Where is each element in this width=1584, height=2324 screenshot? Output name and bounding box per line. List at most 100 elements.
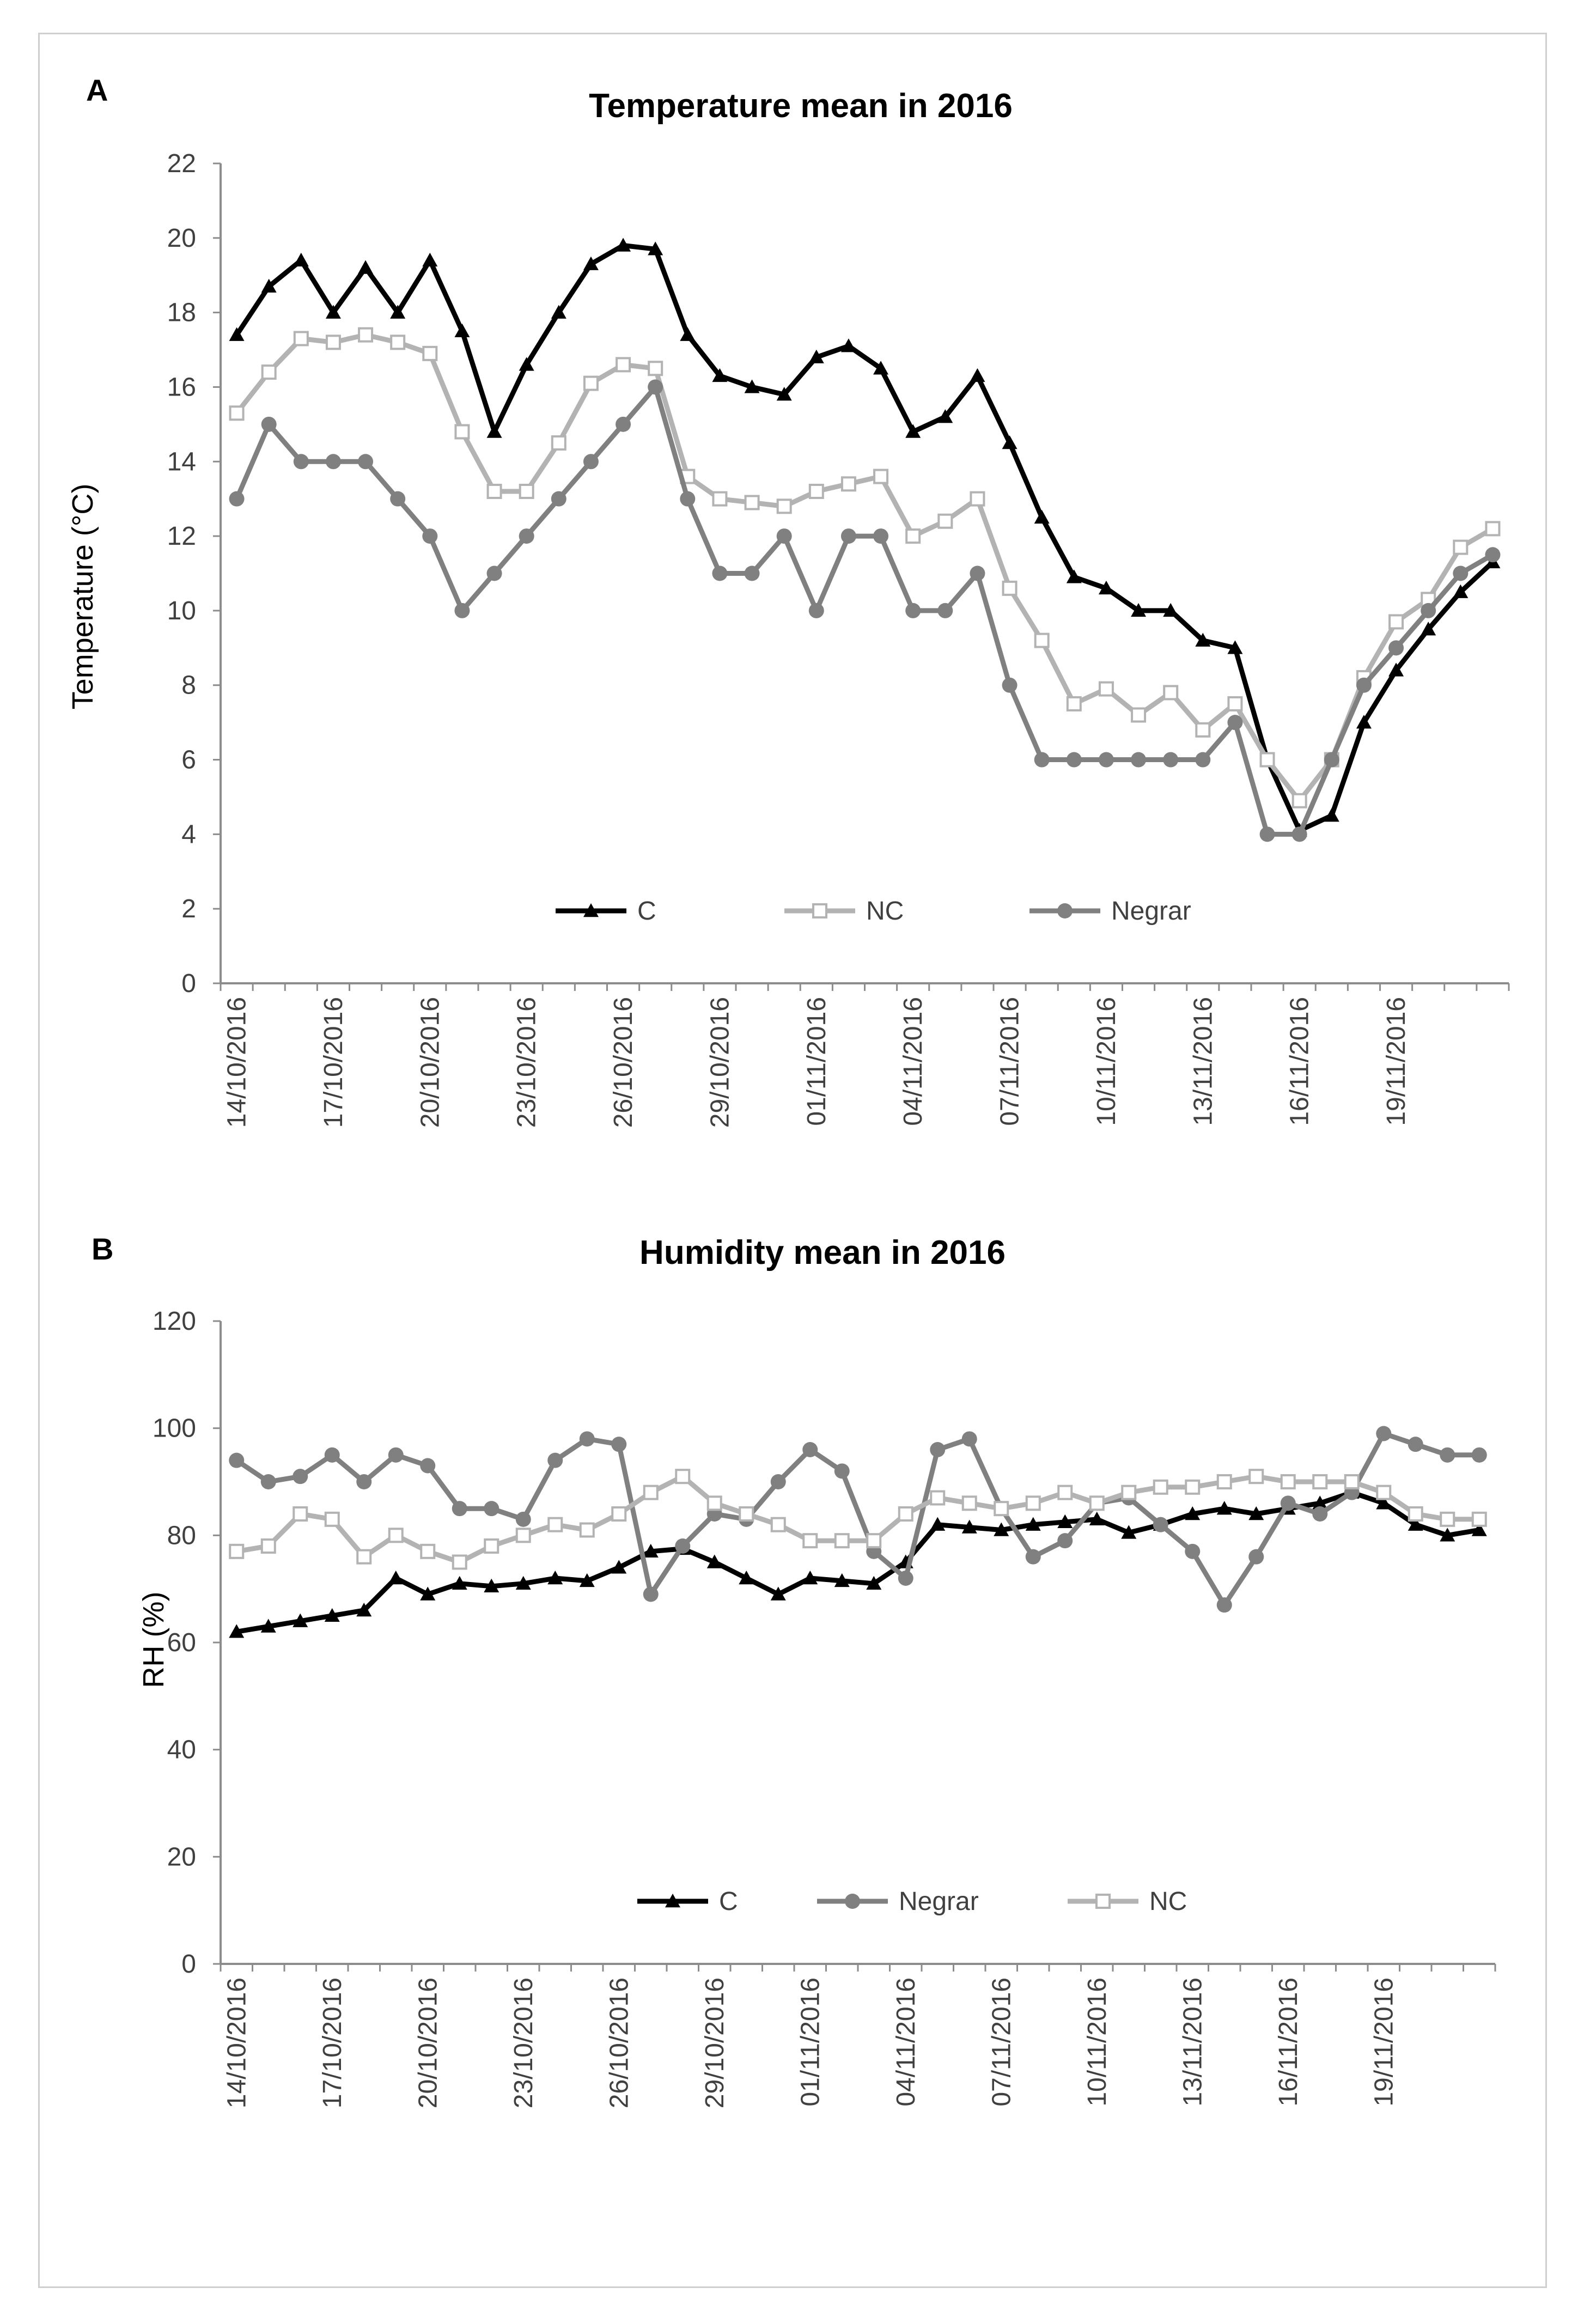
temperature-series-line-negrar	[234, 385, 1494, 837]
humidity-x-tick-label: 17/10/2016	[318, 1978, 347, 2108]
temperature-data-point-negrar	[616, 416, 631, 432]
temperature-data-point-nc	[229, 405, 245, 421]
humidity-data-point-c	[229, 1624, 245, 1638]
temperature-data-point-nc	[1002, 580, 1018, 596]
temperature-data-point-nc	[616, 357, 631, 373]
temperature-data-point-negrar	[1259, 826, 1275, 842]
temperature-data-point-nc	[648, 361, 663, 376]
temperature-data-point-negrar	[744, 565, 760, 581]
humidity-data-point-negrar	[1057, 1533, 1073, 1549]
humidity-data-point-c	[961, 1519, 977, 1534]
humidity-data-point-nc	[547, 1517, 563, 1532]
humidity-data-point-c	[579, 1573, 595, 1587]
humidity-data-point-nc	[515, 1528, 531, 1543]
humidity-data-point-nc	[452, 1554, 467, 1570]
temperature-data-point-negrar	[648, 379, 663, 395]
temperature-data-point-c	[616, 238, 631, 252]
temperature-data-point-nc	[1066, 696, 1082, 711]
humidity-data-point-c	[1121, 1525, 1137, 1539]
temperature-data-point-c	[1195, 632, 1211, 647]
temperature-x-tick-label: 20/10/2016	[416, 997, 444, 1128]
temperature-data-point-c	[486, 424, 502, 438]
temperature-data-point-negrar	[1131, 752, 1147, 768]
humidity-data-point-c	[930, 1517, 946, 1531]
temperature-chart-title: Temperature mean in 2016	[589, 87, 1013, 125]
humidity-y-tick-label: 0	[181, 1950, 196, 1979]
humidity-data-point-negrar	[452, 1501, 467, 1517]
humidity-data-point-negrar	[1408, 1437, 1423, 1452]
temperature-data-point-negrar	[551, 491, 566, 507]
temperature-data-point-negrar	[583, 454, 599, 470]
temperature-data-point-nc	[486, 484, 502, 499]
humidity-data-point-nc	[1025, 1495, 1041, 1511]
humidity-data-point-negrar	[961, 1431, 977, 1447]
humidity-data-point-c	[1471, 1522, 1487, 1536]
temperature-series-line-nc	[235, 332, 1494, 804]
humidity-data-point-nc	[1248, 1469, 1264, 1485]
temperature-data-point-negrar	[905, 603, 921, 618]
temperature-data-point-negrar	[325, 454, 341, 470]
temperature-data-point-c	[1098, 580, 1114, 595]
humidity-data-point-negrar	[611, 1437, 627, 1452]
humidity-data-point-c	[643, 1543, 659, 1558]
temperature-data-point-c	[905, 424, 921, 438]
humidity-data-point-c	[420, 1586, 436, 1601]
humidity-data-point-negrar	[675, 1538, 691, 1554]
temperature-chart: A Temperature mean in 2016 Temperature (…	[66, 73, 1510, 1128]
humidity-y-tick-label: 80	[167, 1521, 196, 1550]
humidity-data-point-negrar	[1153, 1517, 1168, 1532]
temperature-x-tick-label: 29/10/2016	[705, 997, 734, 1128]
temperature-data-point-c	[293, 252, 309, 267]
humidity-data-point-nc	[1185, 1479, 1201, 1495]
humidity-legend-marker-c	[665, 1894, 680, 1908]
temperature-data-point-nc	[519, 484, 534, 499]
humidity-data-point-nc	[420, 1543, 436, 1559]
temperature-y-tick-label: 14	[167, 447, 196, 476]
humidity-data-point-c	[770, 1586, 786, 1601]
temperature-data-point-c	[873, 361, 889, 375]
humidity-data-point-nc	[994, 1501, 1009, 1517]
temperature-data-point-nc	[358, 327, 374, 343]
temperature-data-point-c	[937, 409, 953, 423]
humidity-data-point-c	[484, 1578, 499, 1592]
humidity-data-point-negrar	[260, 1474, 276, 1489]
humidity-data-point-negrar	[1440, 1447, 1455, 1463]
temperature-data-point-nc	[905, 528, 921, 544]
humidity-y-tick-label: 120	[153, 1307, 196, 1336]
humidity-x-tick-label: 19/11/2016	[1369, 1978, 1398, 2107]
temperature-data-point-c	[229, 327, 245, 341]
humidity-data-point-nc	[260, 1538, 276, 1554]
humidity-data-point-nc	[388, 1528, 404, 1543]
temperature-data-point-c	[454, 323, 470, 338]
temperature-x-tick-label: 26/10/2016	[609, 997, 638, 1128]
temperature-data-point-c	[1163, 603, 1179, 617]
humidity-data-point-c	[324, 1608, 340, 1622]
humidity-x-tick-label: 10/11/2016	[1083, 1978, 1112, 2107]
humidity-y-tick-label: 20	[167, 1842, 196, 1871]
humidity-data-point-nc	[1057, 1485, 1073, 1500]
humidity-data-point-c	[611, 1560, 627, 1574]
temperature-data-point-nc	[1388, 614, 1404, 630]
humidity-data-point-c	[1312, 1495, 1328, 1510]
humidity-data-point-negrar	[484, 1501, 499, 1517]
temperature-data-point-c	[551, 305, 566, 319]
humidity-data-point-nc	[1121, 1485, 1137, 1500]
temperature-data-point-negrar	[937, 603, 953, 618]
humidity-data-point-c	[388, 1571, 404, 1585]
humidity-chart-title: Humidity mean in 2016	[639, 1234, 1006, 1271]
humidity-data-point-c	[802, 1571, 818, 1585]
humidity-data-point-nc	[293, 1506, 308, 1522]
humidity-x-tick-label: 04/11/2016	[892, 1978, 921, 2107]
temperature-data-point-nc	[390, 334, 406, 350]
temperature-x-tick-label: 13/11/2016	[1189, 997, 1217, 1126]
temperature-data-point-negrar	[358, 454, 374, 470]
temperature-data-point-nc	[1259, 752, 1275, 768]
temperature-data-point-nc	[422, 345, 438, 361]
humidity-data-point-nc	[961, 1495, 977, 1511]
temperature-y-tick-label: 22	[167, 149, 196, 178]
humidity-y-tick-label: 60	[167, 1628, 196, 1657]
humidity-legend-marker-negrar	[845, 1894, 860, 1909]
humidity-data-point-nc	[1471, 1511, 1487, 1527]
temperature-x-tick-label: 10/11/2016	[1092, 997, 1121, 1126]
